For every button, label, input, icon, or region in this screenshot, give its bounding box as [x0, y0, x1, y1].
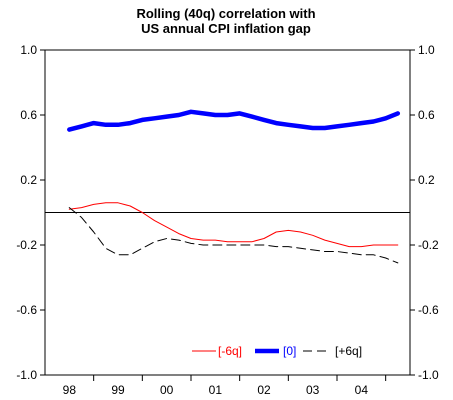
legend-label: [0] [283, 344, 296, 358]
legend-label: [-6q] [218, 344, 242, 358]
y-tick-label-right: -1.0 [418, 368, 439, 382]
y-tick-label-left: -1.0 [16, 368, 37, 382]
x-tick-label: 02 [257, 383, 271, 397]
legend-label: [+6q] [335, 344, 362, 358]
series-line-plus6q [68, 207, 399, 264]
y-tick-label-left: 1.0 [20, 43, 37, 57]
y-tick-label-left: 0.2 [20, 173, 37, 187]
y-axis-right: 1.0 0.6 0.2 -0.2 -0.6 -1.0 [410, 43, 439, 382]
series-line-minus6q [68, 202, 399, 248]
x-tick-label: 01 [209, 383, 223, 397]
y-tick-label-right: -0.6 [418, 303, 439, 317]
chart-subtitle: US annual CPI inflation gap [141, 21, 311, 36]
x-tick-label: 03 [306, 383, 320, 397]
y-tick-label-right: -0.2 [418, 238, 439, 252]
x-tick-label: 04 [355, 383, 369, 397]
x-tick-label: 00 [160, 383, 174, 397]
y-tick-label-right: 0.6 [418, 108, 435, 122]
x-tick-label: 99 [111, 383, 125, 397]
series-layer [67, 109, 401, 264]
chart-title: Rolling (40q) correlation with [136, 6, 315, 21]
y-tick-label-left: 0.6 [20, 108, 37, 122]
y-axis-left: 1.0 0.6 0.2 -0.2 -0.6 -1.0 [16, 43, 45, 382]
y-tick-label-right: 0.2 [418, 173, 435, 187]
legend: [-6q] [0] [+6q] [192, 344, 362, 358]
x-axis: 98 99 00 01 02 03 04 [63, 375, 387, 397]
y-tick-label-left: -0.2 [16, 238, 37, 252]
y-tick-label-left: -0.6 [16, 303, 37, 317]
y-tick-label-right: 1.0 [418, 43, 435, 57]
x-tick-label: 98 [63, 383, 77, 397]
series-line-0 [67, 109, 401, 132]
